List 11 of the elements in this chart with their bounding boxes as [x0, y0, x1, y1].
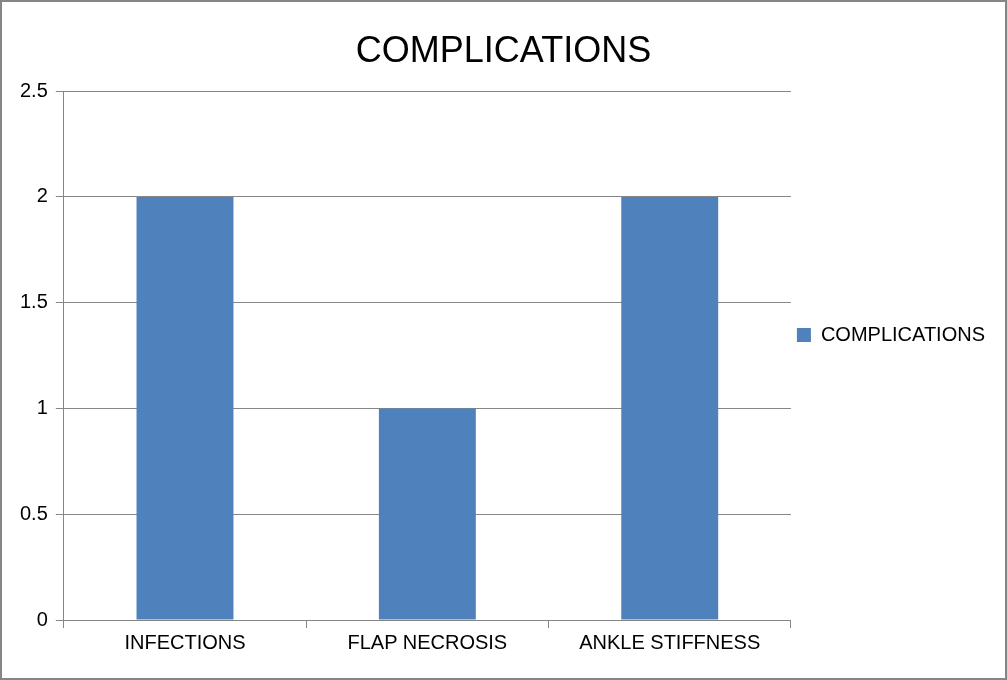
y-tick-label: 2.5 [19, 78, 48, 101]
y-tick-label: 1 [36, 396, 48, 418]
legend-label: COMPLICATIONS [820, 322, 985, 345]
x-tick-label: INFECTIONS [124, 630, 246, 653]
y-tick-label: 0 [36, 607, 48, 630]
x-tick-label: ANKLE STIFFNESS [579, 630, 761, 653]
chart-title: COMPLICATIONS [355, 28, 652, 70]
y-tick-label: 0.5 [19, 501, 48, 524]
y-tick-label: 2 [36, 184, 48, 207]
y-tick-label: 1.5 [19, 290, 48, 313]
x-tick-label: FLAP NECROSIS [347, 630, 508, 653]
